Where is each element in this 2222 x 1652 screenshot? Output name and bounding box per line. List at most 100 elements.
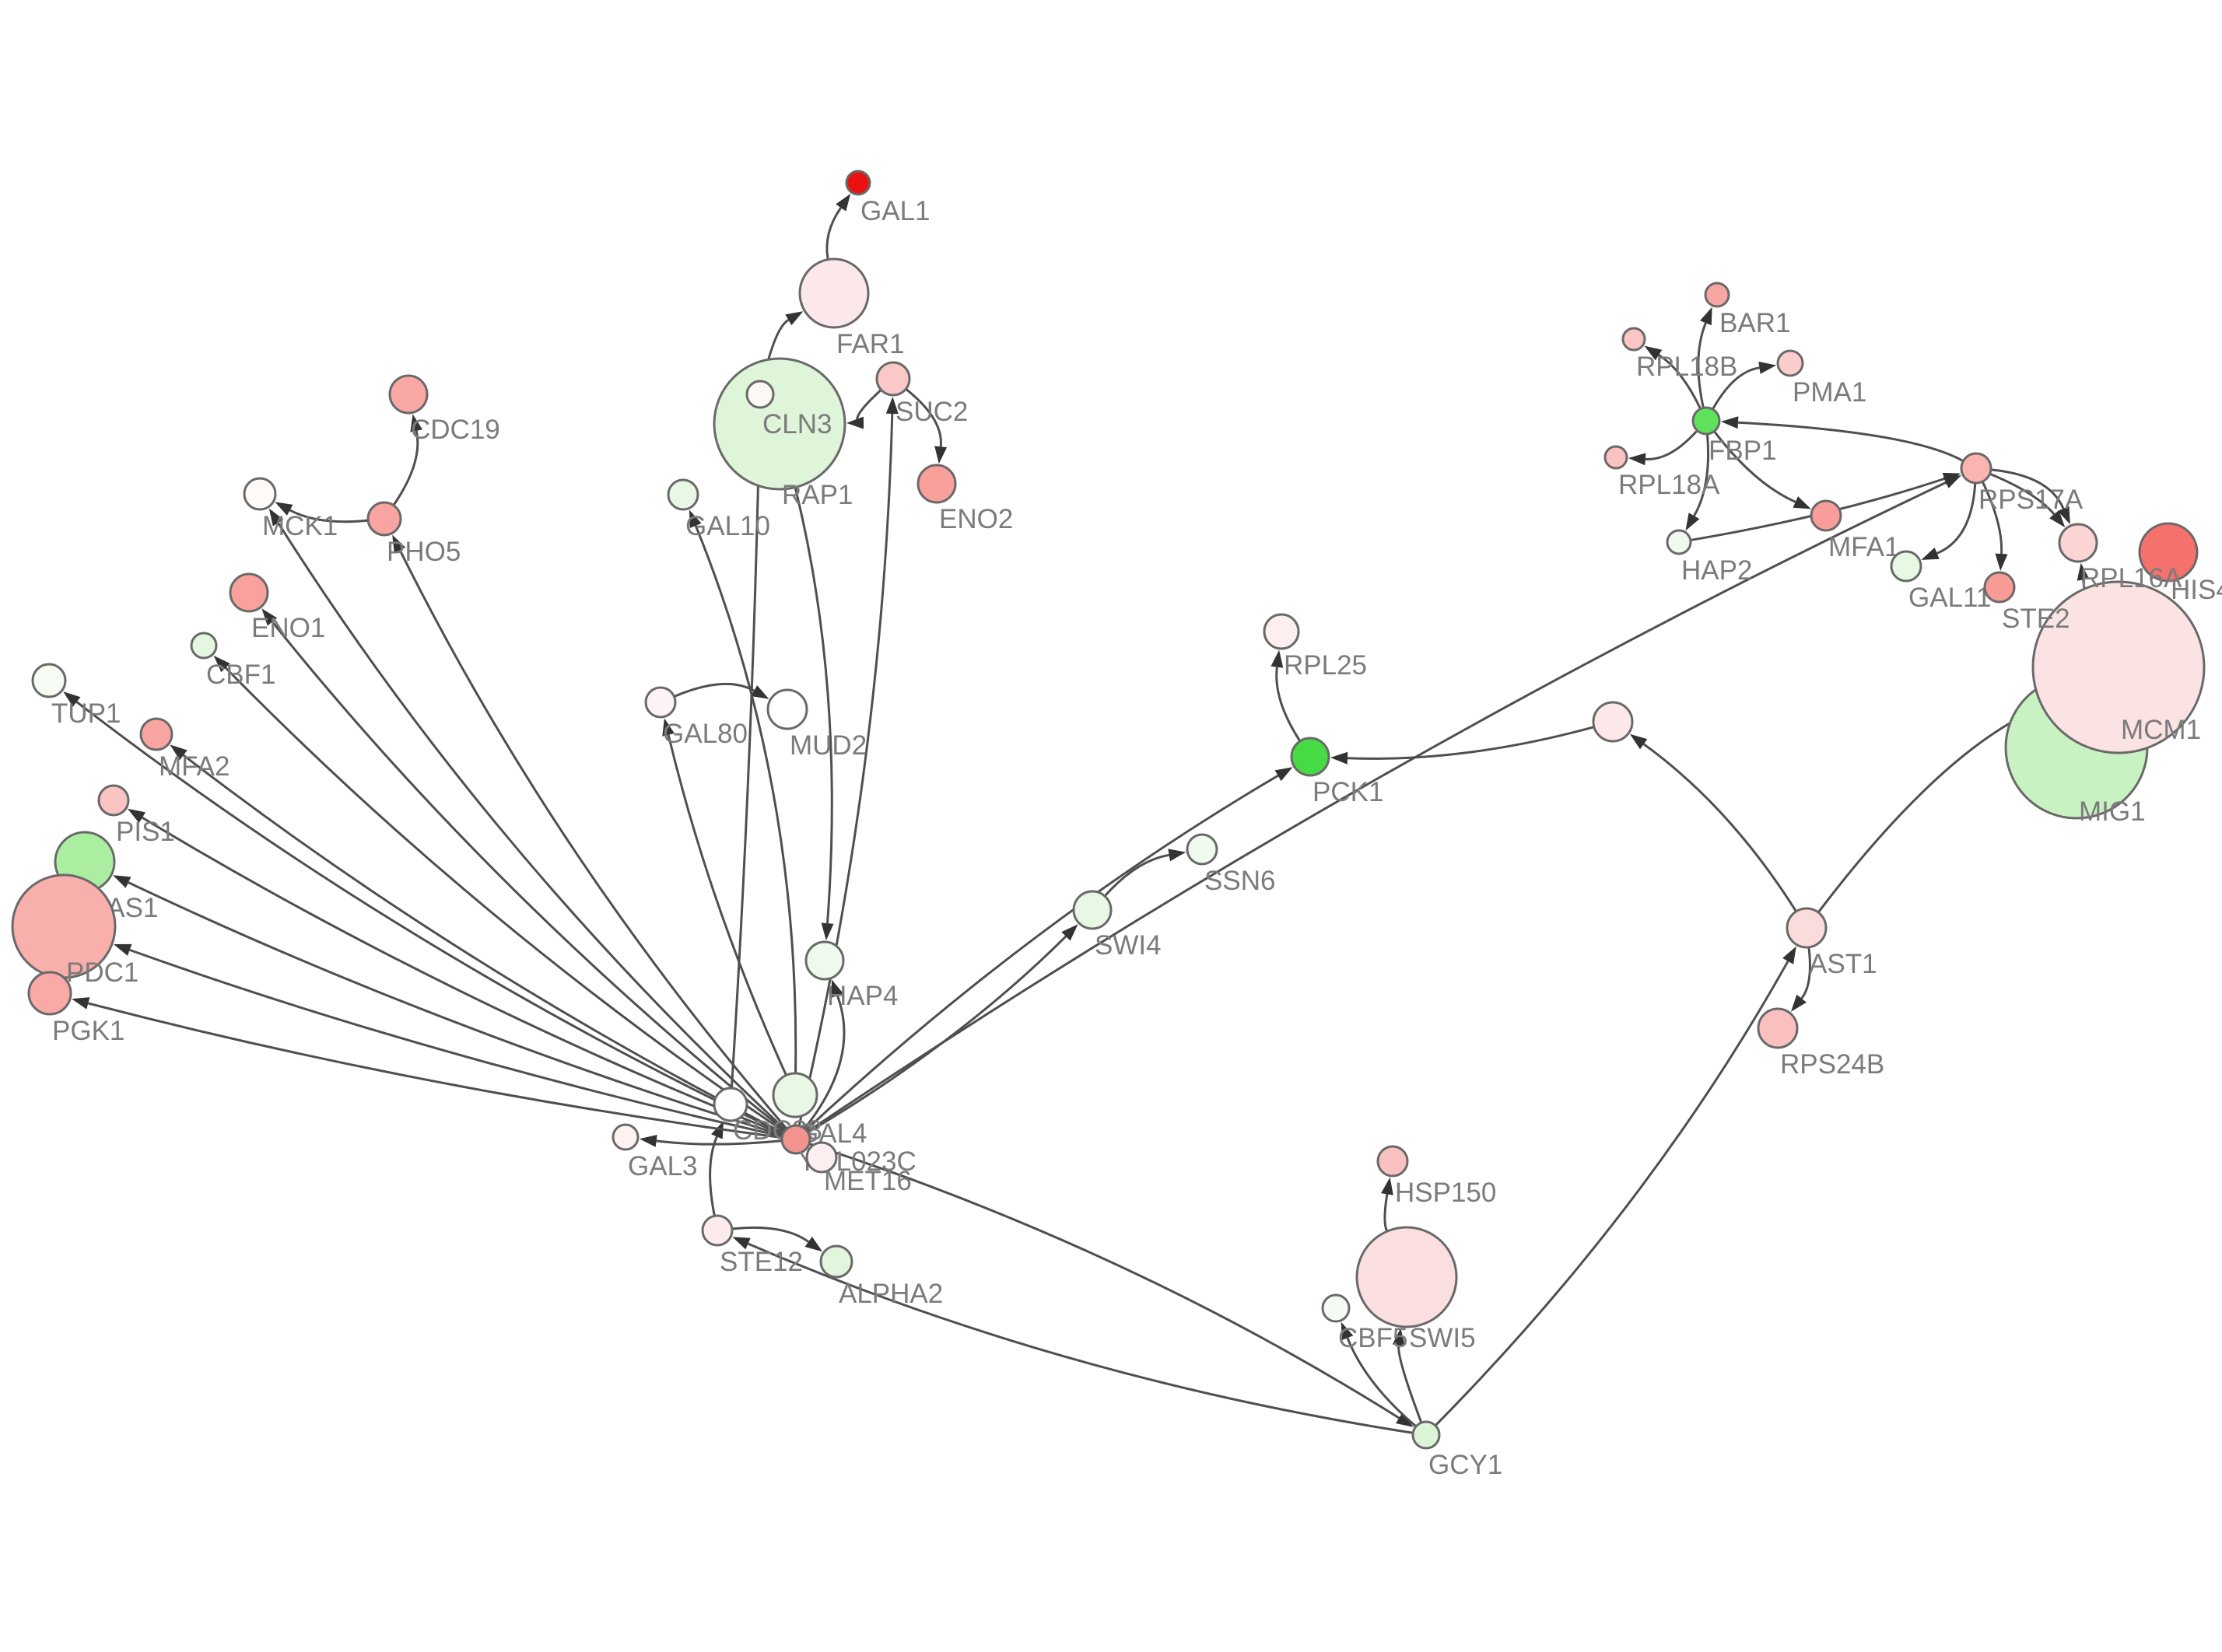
edge-GCY1-SWI5[interactable] — [1397, 1345, 1423, 1423]
node-SUC2[interactable]: SUC2 — [875, 361, 968, 427]
node-HSP150[interactable]: HSP150 — [1376, 1145, 1496, 1208]
edge-STE12-CDC28[interactable] — [709, 1136, 718, 1216]
edge-YDL023C-HAP4[interactable] — [804, 995, 846, 1129]
node-circle-GAL80[interactable] — [644, 686, 677, 719]
node-circle-GAL1[interactable] — [845, 170, 871, 196]
node-MCK1[interactable]: MCK1 — [243, 477, 338, 541]
node-CLN3[interactable]: CLN3 — [745, 380, 832, 439]
edge-RPS17A-STE2[interactable] — [1982, 481, 2003, 555]
edge-FBP1-HAP2[interactable] — [1693, 434, 1710, 516]
edge-YDL023C-ENO1[interactable] — [271, 621, 786, 1132]
node-GAL10[interactable]: GAL10 — [667, 478, 770, 541]
node-circle-PHO5[interactable] — [366, 501, 402, 537]
node-ENO1[interactable]: ENO1 — [229, 572, 325, 643]
node-PDC1[interactable]: PDC1 — [11, 873, 138, 988]
edge-GCY1-STE12[interactable] — [747, 1242, 1413, 1434]
node-circle-RPL16A[interactable] — [2058, 523, 2098, 563]
node-HAP2[interactable]: HAP2 — [1666, 529, 1752, 586]
node-circle-RPS17A[interactable] — [1960, 452, 1992, 485]
node-MFA1[interactable]: MFA1 — [1810, 499, 1899, 562]
edge-FBP1-RPL18A[interactable] — [1645, 430, 1698, 460]
node-RPS17A[interactable]: RPS17A — [1960, 452, 2084, 515]
edge-STE12-ALPHA2[interactable] — [732, 1226, 809, 1243]
edge-RPS17A-FBP1[interactable] — [1737, 421, 1964, 462]
edge-FBP1-PMA1[interactable] — [1712, 366, 1760, 410]
node-RPL16A[interactable]: RPL16A — [2058, 523, 2182, 593]
edge-AST1-node-unlabeled[interactable] — [1642, 743, 1797, 912]
edge-YDL023C-MFA2[interactable] — [182, 754, 783, 1134]
edge-GCY1-AST1[interactable] — [1435, 961, 1789, 1426]
edge-YDL023C-TUP1[interactable] — [75, 701, 783, 1135]
node-circle-PCK1[interactable] — [1290, 737, 1330, 777]
edge-YDL023C-RAS1[interactable] — [128, 881, 783, 1136]
node-STE2[interactable]: STE2 — [1983, 571, 2070, 634]
edge-YDL023C-RPS17A[interactable] — [807, 481, 1947, 1132]
edge-RPS17A-RPL16A[interactable] — [1989, 473, 2056, 516]
node-GAL80[interactable]: GAL80 — [644, 686, 748, 749]
node-circle-MUD2[interactable] — [766, 688, 808, 730]
node-CDC19[interactable]: CDC19 — [388, 374, 500, 445]
edge-YDL023C-SUC2[interactable] — [797, 413, 894, 1125]
node-PIS1[interactable]: PIS1 — [97, 784, 175, 847]
node-STE12[interactable]: STE12 — [701, 1214, 803, 1277]
node-circle-CDC28[interactable] — [713, 1087, 748, 1122]
node-SWI5[interactable]: SWI5 — [1355, 1226, 1476, 1353]
edge-YDL023C-PDC1[interactable] — [129, 948, 782, 1138]
edge-SWI4-SSN6[interactable] — [1104, 853, 1169, 897]
node-PGK1[interactable]: PGK1 — [27, 971, 124, 1046]
node-GAL3[interactable]: GAL3 — [612, 1123, 698, 1181]
node-AST1[interactable]: AST1 — [1786, 907, 1877, 979]
node-circle-ENO1[interactable] — [229, 572, 269, 613]
node-circle-HAP2[interactable] — [1666, 529, 1692, 555]
node-circle-GAL3[interactable] — [612, 1123, 640, 1151]
node-MCM1[interactable]: MCM1 — [2031, 580, 2206, 754]
node-circle-AST1[interactable] — [1786, 907, 1828, 949]
node-circle-CBF5[interactable] — [1321, 1293, 1351, 1323]
node-HIS4[interactable]: HIS4 — [2138, 522, 2222, 605]
node-circle-PIS1[interactable] — [97, 784, 130, 817]
edge-node-unlabeled-PCK1[interactable] — [1347, 726, 1594, 760]
node-circle-HIS4[interactable] — [2138, 522, 2199, 583]
node-RPS24B[interactable]: RPS24B — [1757, 1007, 1884, 1080]
node-circle-GCY1[interactable] — [1411, 1420, 1441, 1450]
node-PHO5[interactable]: PHO5 — [366, 501, 461, 567]
node-circle-MCM1[interactable] — [2031, 580, 2206, 754]
edge-FAR1-GAL1[interactable] — [825, 207, 843, 259]
edge-SWI5-HSP150[interactable] — [1383, 1194, 1389, 1231]
node-RPL25[interactable]: RPL25 — [1263, 613, 1367, 681]
node-MFA2[interactable]: MFA2 — [139, 717, 230, 782]
edge-YDL023C-PCK1[interactable] — [805, 775, 1279, 1131]
edge-PCK1-RPL25[interactable] — [1275, 667, 1301, 741]
edge-FBP1-MFA1[interactable] — [1713, 431, 1796, 503]
node-circle-MET16[interactable] — [805, 1141, 838, 1174]
node-circle-GAL10[interactable] — [667, 478, 699, 511]
node-circle-YDL023C[interactable] — [780, 1124, 811, 1155]
node-circle-FBP1[interactable] — [1691, 406, 1721, 436]
node-PMA1[interactable]: PMA1 — [1776, 349, 1866, 408]
node-circle-SUC2[interactable] — [875, 361, 911, 397]
edge-YDL023C-CBF1[interactable] — [224, 667, 785, 1132]
node-PCK1[interactable]: PCK1 — [1290, 737, 1383, 807]
node-SSN6[interactable]: SSN6 — [1186, 833, 1275, 896]
node-circle-ENO2[interactable] — [916, 464, 957, 504]
edge-YDL023C-GCY1[interactable] — [809, 1143, 1400, 1419]
node-circle-FAR1[interactable] — [798, 257, 870, 329]
node-circle-STE12[interactable] — [701, 1214, 734, 1247]
node-MUD2[interactable]: MUD2 — [766, 688, 867, 761]
node-circle-HSP150[interactable] — [1376, 1145, 1409, 1178]
node-circle-PGK1[interactable] — [27, 971, 72, 1016]
node-circle-PMA1[interactable] — [1776, 349, 1804, 377]
node-circle-MFA2[interactable] — [139, 717, 173, 751]
node-circle-TUP1[interactable] — [31, 663, 67, 698]
node-GAL11[interactable]: GAL11 — [1890, 550, 1991, 613]
edge-YDL023C-PHO5[interactable] — [398, 549, 787, 1129]
node-GAL1[interactable]: GAL1 — [845, 170, 931, 226]
edge-GAL4-GAL80[interactable] — [667, 734, 787, 1076]
node-circle-node-unlabeled[interactable] — [1592, 701, 1634, 743]
edge-FBP1-BAR1[interactable] — [1697, 322, 1707, 408]
node-circle-STE2[interactable] — [1983, 571, 2016, 604]
edge-RPS17A-GAL11[interactable] — [1936, 483, 1977, 555]
edge-GCY1-CBF5[interactable] — [1346, 1337, 1417, 1427]
node-RPL18A[interactable]: RPL18A — [1603, 445, 1720, 500]
node-circle-RPL18A[interactable] — [1603, 445, 1628, 470]
